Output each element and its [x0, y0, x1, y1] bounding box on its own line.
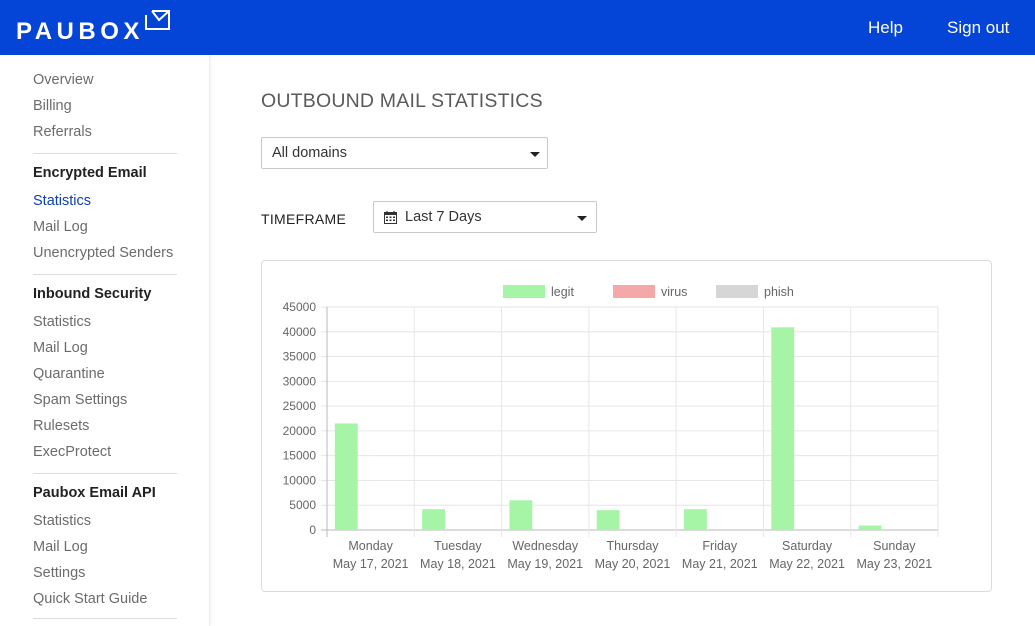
- sidebar-divider: [33, 274, 177, 275]
- sign-out-link[interactable]: Sign out: [947, 18, 1010, 37]
- mail-icon: [145, 10, 170, 30]
- chart-panel: [261, 260, 992, 592]
- sidebar-item-mail-log[interactable]: Mail Log: [33, 539, 88, 555]
- x-tick-label-day: Friday: [702, 539, 737, 553]
- x-tick-label-day: Monday: [348, 539, 393, 553]
- y-tick-label: 40000: [283, 325, 317, 339]
- timeframe-label: TIMEFRAME: [261, 211, 347, 227]
- sidebar-item-mail-log[interactable]: Mail Log: [33, 219, 88, 235]
- sidebar-item-execprotect[interactable]: ExecProtect: [33, 444, 112, 460]
- sidebar-item-unencrypted-senders[interactable]: Unencrypted Senders: [33, 245, 174, 261]
- legend-label-phish[interactable]: phish: [764, 285, 794, 299]
- y-tick-label: 20000: [283, 424, 317, 438]
- paubox-logo[interactable]: PAUBOX: [16, 8, 170, 48]
- legend-label-legit[interactable]: legit: [551, 285, 574, 299]
- sidebar-divider: [33, 618, 177, 619]
- help-link[interactable]: Help: [868, 18, 903, 37]
- x-tick-label-day: Thursday: [606, 539, 659, 553]
- legend-swatch-virus[interactable]: [613, 285, 655, 298]
- x-tick-label-day: Sunday: [873, 539, 916, 553]
- bar-legit[interactable]: [596, 510, 620, 530]
- sidebar-item-billing[interactable]: Billing: [33, 98, 72, 114]
- domain-select-value: All domains: [272, 145, 347, 161]
- y-tick-label: 5000: [289, 498, 316, 512]
- legend-swatch-legit[interactable]: [503, 285, 545, 298]
- sidebar-item-referrals[interactable]: Referrals: [33, 124, 92, 140]
- sidebar-divider: [33, 473, 177, 474]
- sidebar-item-mail-log[interactable]: Mail Log: [33, 340, 88, 356]
- y-tick-label: 45000: [283, 300, 317, 314]
- y-tick-label: 0: [309, 523, 316, 537]
- x-tick-label-date: May 21, 2021: [682, 557, 758, 571]
- x-tick-label-day: Saturday: [782, 539, 833, 553]
- x-tick-label-date: May 18, 2021: [420, 557, 496, 571]
- bar-legit[interactable]: [858, 525, 882, 530]
- sidebar-heading-inbound-security: Inbound Security: [33, 286, 152, 302]
- bar-legit[interactable]: [509, 500, 533, 530]
- sidebar-item-statistics[interactable]: Statistics: [33, 193, 92, 209]
- legend-label-virus[interactable]: virus: [661, 285, 687, 299]
- timeframe-select[interactable]: Last 7 Days: [373, 201, 597, 233]
- x-tick-label-date: May 17, 2021: [333, 557, 409, 571]
- y-tick-label: 25000: [283, 399, 317, 413]
- x-tick-label-day: Wednesday: [512, 539, 579, 553]
- y-tick-label: 35000: [283, 350, 317, 364]
- bar-legit[interactable]: [683, 509, 707, 530]
- logo-text: PAUBOX: [16, 18, 144, 45]
- sidebar: Overview Billing Referrals Encrypted Email S…: [0, 55, 210, 626]
- sidebar-heading-paubox-email-api: Paubox Email API: [33, 485, 156, 501]
- x-tick-label-date: May 19, 2021: [507, 557, 583, 571]
- domain-select[interactable]: All domains: [261, 137, 548, 169]
- x-tick-label-date: May 20, 2021: [595, 557, 671, 571]
- x-tick-label-date: May 23, 2021: [856, 557, 932, 571]
- top-navbar: PAUBOX Help Sign out: [0, 0, 1035, 55]
- x-tick-label-date: May 22, 2021: [769, 557, 845, 571]
- sidebar-heading-encrypted-email: Encrypted Email: [33, 165, 147, 181]
- calendar-icon: [384, 211, 397, 224]
- bar-legit[interactable]: [422, 509, 445, 530]
- timeframe-select-value: Last 7 Days: [405, 209, 482, 225]
- sidebar-item-quick-start-guide[interactable]: Quick Start Guide: [33, 591, 148, 607]
- sidebar-item-quarantine[interactable]: Quarantine: [33, 366, 105, 382]
- sidebar-divider: [33, 153, 177, 154]
- legend-swatch-phish[interactable]: [716, 285, 758, 298]
- y-tick-label: 30000: [283, 374, 317, 388]
- sidebar-item-spam-settings[interactable]: Spam Settings: [33, 392, 128, 408]
- caret-down-icon: [577, 216, 587, 221]
- bar-legit[interactable]: [334, 423, 358, 530]
- x-tick-label-day: Tuesday: [434, 539, 482, 553]
- caret-down-icon: [530, 152, 540, 157]
- sidebar-item-overview[interactable]: Overview: [33, 72, 94, 88]
- page-title: OUTBOUND MAIL STATISTICS: [261, 90, 543, 112]
- y-tick-label: 15000: [283, 449, 317, 463]
- bar-legit[interactable]: [771, 327, 795, 530]
- outbound-mail-chart: 0 5000 10000 15000 20000 25000 30000 35000 40000…: [283, 285, 939, 571]
- y-tick-label: 10000: [283, 473, 317, 487]
- sidebar-item-rulesets[interactable]: Rulesets: [33, 418, 90, 434]
- sidebar-item-settings[interactable]: Settings: [33, 565, 86, 581]
- sidebar-item-statistics[interactable]: Statistics: [33, 513, 92, 529]
- sidebar-item-statistics[interactable]: Statistics: [33, 314, 92, 330]
